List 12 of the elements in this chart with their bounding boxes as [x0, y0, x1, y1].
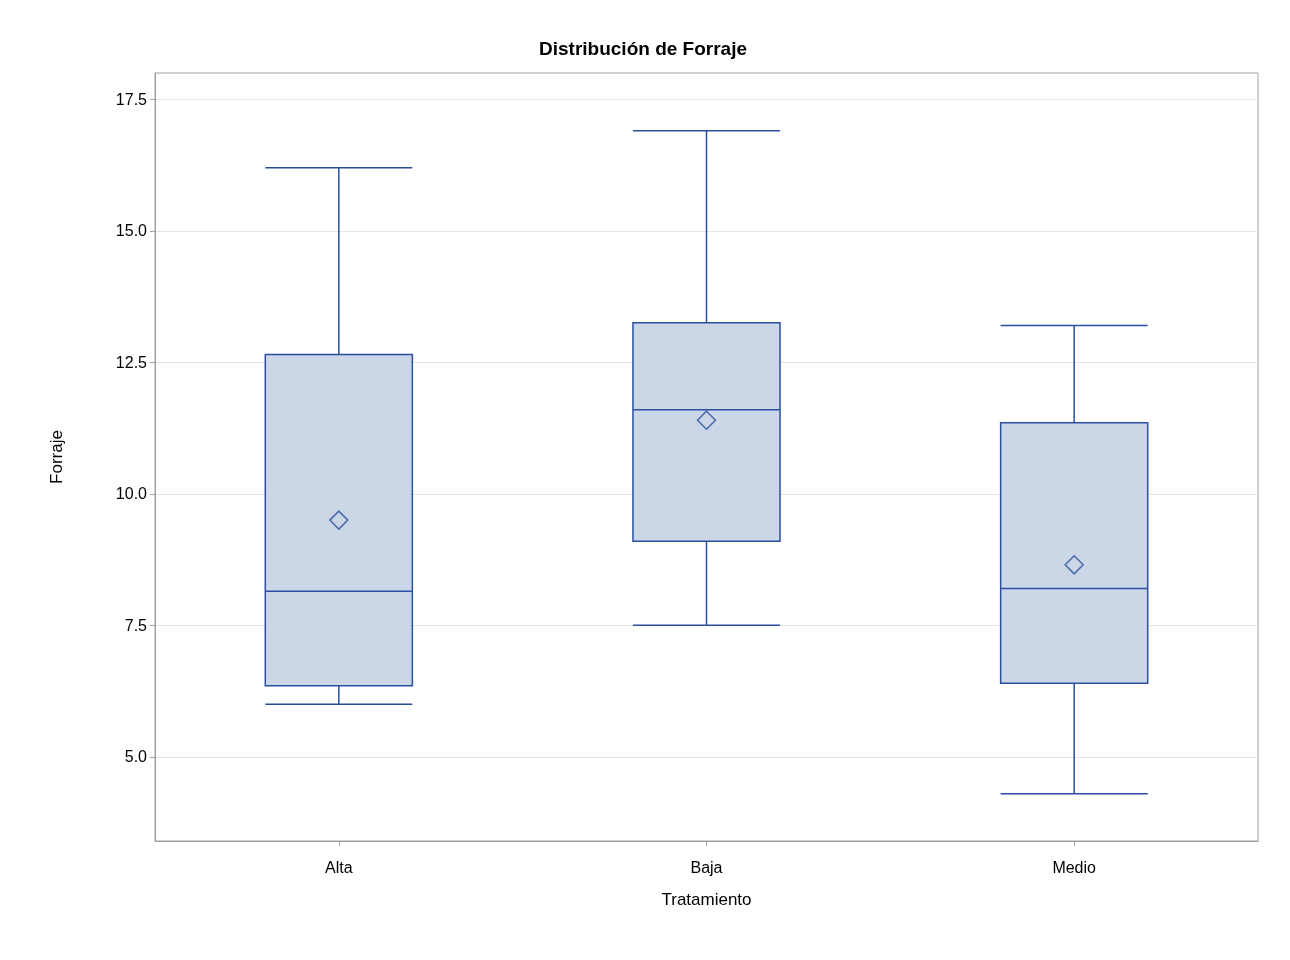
chart-title: Distribución de Forraje	[539, 38, 747, 59]
y-tick-label: 12.5	[115, 353, 148, 371]
y-tick-label: 5.0	[124, 748, 148, 766]
x-tick-label: Medio	[1052, 858, 1097, 876]
y-tick-label: 15.0	[115, 222, 148, 240]
x-axis-title: Tratamiento	[661, 890, 752, 909]
y-tick-label: 7.5	[124, 616, 148, 634]
y-axis-title: Forraje	[47, 430, 66, 484]
y-tick-label: 10.0	[115, 485, 148, 503]
y-tick-label: 17.5	[115, 90, 148, 108]
x-tick-label: Baja	[690, 858, 723, 876]
x-tick-label: Alta	[325, 858, 353, 876]
